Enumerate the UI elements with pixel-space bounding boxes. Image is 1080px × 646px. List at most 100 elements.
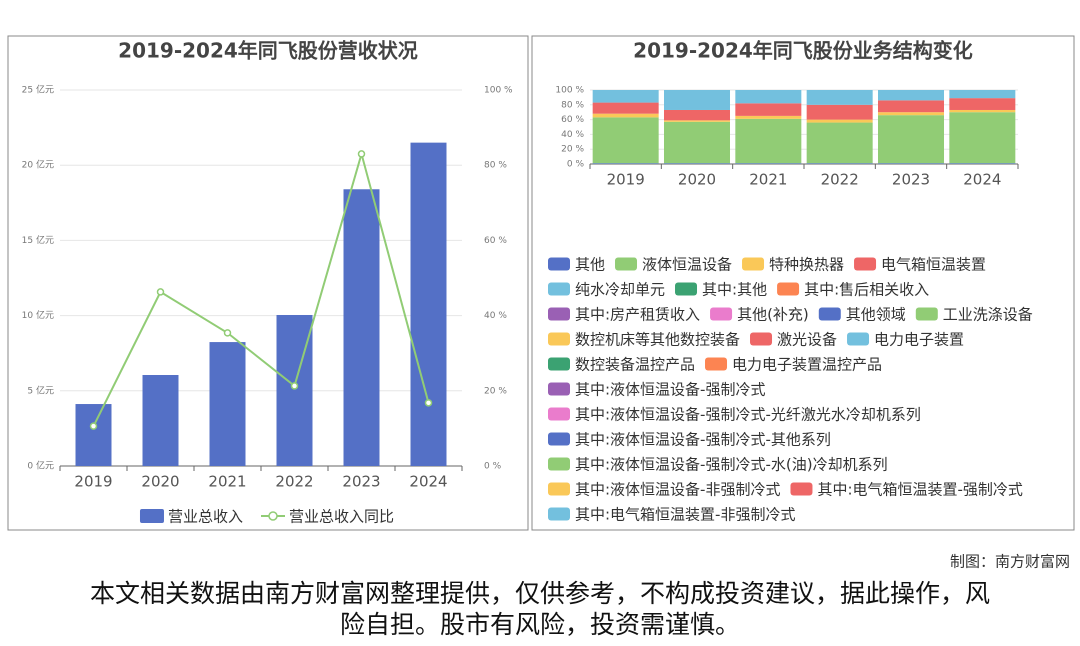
- bar: [735, 163, 802, 164]
- x-tick-label: 2019: [607, 171, 645, 189]
- x-tick-label: 2022: [821, 171, 859, 189]
- x-tick-label: 2020: [141, 473, 179, 491]
- legend-label: 营业总收入同比: [289, 508, 394, 526]
- legend-swatch: [548, 382, 570, 396]
- legend-label: 电力电子装置温控产品: [732, 356, 882, 374]
- legend-swatch: [777, 282, 800, 296]
- legend-label: 其他(补充): [737, 306, 809, 324]
- bar: [878, 100, 944, 113]
- legend-label: 电力电子装置: [874, 331, 964, 349]
- bar: [664, 109, 730, 121]
- y-tick-label: 20 %: [561, 145, 584, 155]
- legend-swatch: [615, 257, 638, 271]
- x-tick-label: 2024: [409, 473, 447, 491]
- bar: [735, 115, 802, 119]
- y-tick-label: 10 亿元: [22, 309, 54, 321]
- legend-label: 数控装备温控产品: [575, 356, 695, 374]
- legend-swatch: [268, 511, 278, 521]
- legend-swatch: [548, 332, 570, 346]
- legend-label: 数控机床等其他数控装备: [575, 331, 740, 349]
- bar: [592, 90, 659, 103]
- y-tick-label: 0 %: [567, 160, 585, 170]
- line: [92, 150, 430, 427]
- legend-label: 电气箱恒温装置: [881, 256, 986, 274]
- legend-label: 其中:其他: [702, 281, 767, 299]
- bar: [878, 163, 944, 164]
- legend-label: 其中:液体恒温设备-强制冷式-水(油)冷却机系列: [575, 456, 888, 474]
- bar: [949, 90, 1016, 99]
- y-tick-label: 20 亿元: [22, 159, 54, 171]
- legend-swatch: [750, 332, 773, 346]
- bar: [806, 119, 873, 123]
- legend-label: 纯水冷却单元: [575, 281, 665, 299]
- bar: [949, 109, 1016, 113]
- legend-swatch: [915, 307, 938, 321]
- bar: [592, 117, 659, 164]
- legend-swatch: [548, 457, 570, 471]
- y2-tick-label: 40 %: [484, 311, 507, 321]
- y-tick-label: 100 %: [555, 86, 584, 96]
- legend-swatch: [139, 509, 164, 523]
- legend-label: 其中:液体恒温设备-非强制冷式: [575, 481, 780, 499]
- bar: [75, 404, 112, 466]
- legend-label: 其中:液体恒温设备-强制冷式-其他系列: [575, 431, 831, 449]
- y2-tick-label: 80 %: [484, 161, 507, 171]
- point: [223, 329, 232, 337]
- bar: [592, 163, 659, 164]
- legend-swatch: [548, 257, 570, 271]
- bar: [949, 98, 1016, 110]
- legend-label: 其中:液体恒温设备-强制冷式: [575, 381, 765, 399]
- legend-label: 其中:电气箱恒温装置-强制冷式: [817, 481, 1022, 499]
- legend-swatch: [854, 257, 877, 271]
- legend-swatch: [818, 307, 841, 321]
- bar: [806, 163, 873, 164]
- legend-swatch: [548, 507, 570, 521]
- legend-label: 其他领域: [846, 306, 906, 324]
- bar: [878, 115, 944, 164]
- legend-swatch: [548, 482, 570, 496]
- x-tick-label: 2020: [678, 171, 716, 189]
- y2-tick-label: 100 %: [484, 86, 513, 96]
- bar: [664, 163, 730, 164]
- bar: [878, 90, 944, 101]
- point: [357, 150, 366, 158]
- point: [424, 399, 433, 407]
- bar: [592, 102, 659, 114]
- legend-swatch: [710, 307, 733, 321]
- bar: [806, 90, 873, 105]
- legend-label: 其中:售后相关收入: [804, 281, 929, 299]
- legend-label: 特种换热器: [769, 256, 844, 274]
- legend-label: 液体恒温设备: [642, 256, 732, 274]
- point: [156, 288, 165, 296]
- x-tick-label: 2021: [749, 171, 787, 189]
- x-tick-label: 2024: [963, 171, 1001, 189]
- legend-swatch: [675, 282, 698, 296]
- x-tick-label: 2021: [208, 473, 246, 491]
- bar: [806, 122, 873, 164]
- legend-label: 其中:房产租赁收入: [575, 306, 700, 324]
- legend-label: 营业总收入: [168, 508, 243, 526]
- legend-label: 激光设备: [777, 331, 837, 349]
- bar: [949, 112, 1016, 164]
- y-tick-label: 40 %: [561, 130, 584, 140]
- bar: [878, 112, 944, 116]
- x-tick-label: 2023: [342, 473, 380, 491]
- legend-swatch: [847, 332, 870, 346]
- legend-swatch: [548, 307, 570, 321]
- bar: [735, 90, 802, 104]
- y-tick-label: 5 亿元: [27, 384, 54, 396]
- bar: [806, 104, 873, 120]
- credit: 制图：南方财富网: [950, 553, 1070, 571]
- panel-frame: [531, 35, 1075, 531]
- point: [89, 422, 98, 430]
- panel-frame: [7, 35, 529, 531]
- legend-label: 其他: [575, 256, 605, 274]
- y2-tick-label: 20 %: [484, 386, 507, 396]
- bar: [735, 103, 802, 116]
- bar: [664, 90, 730, 110]
- legend-label: 其中:电气箱恒温装置-非强制冷式: [575, 506, 795, 524]
- legend-swatch: [742, 257, 765, 271]
- legend-label: 其中:液体恒温设备-强制冷式-光纤激光水冷却机系列: [575, 406, 921, 424]
- y-tick-label: 25 亿元: [22, 84, 54, 96]
